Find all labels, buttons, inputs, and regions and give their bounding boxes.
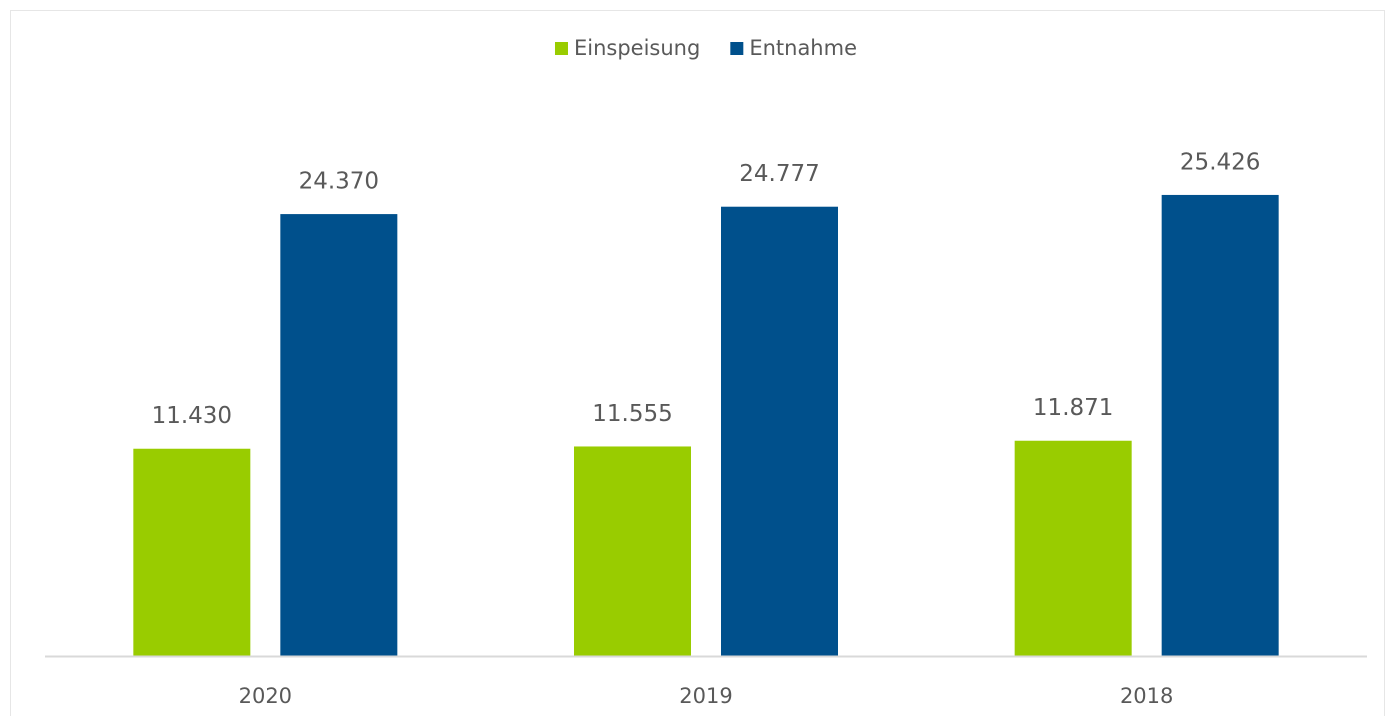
legend-label: Einspeisung xyxy=(574,36,700,60)
chart-frame xyxy=(10,10,1385,716)
bar xyxy=(1014,440,1132,656)
data-label: 24.370 xyxy=(299,169,379,195)
legend-swatch xyxy=(730,42,744,55)
legend-swatch xyxy=(554,42,568,55)
legend-label: Entnahme xyxy=(749,36,857,60)
legend: Einspeisung Entnahme xyxy=(554,36,857,60)
data-label: 11.871 xyxy=(1033,395,1113,421)
bar xyxy=(721,206,838,657)
bar xyxy=(133,448,251,656)
data-label: 25.426 xyxy=(1180,149,1260,175)
bar xyxy=(280,214,398,656)
x-tick-label: 2019 xyxy=(679,684,732,708)
x-tick-label: 2020 xyxy=(239,684,292,708)
data-label: 11.555 xyxy=(592,401,672,427)
bar xyxy=(574,446,691,656)
bar xyxy=(1161,194,1279,656)
x-tick-label: 2018 xyxy=(1120,684,1173,708)
data-label: 24.777 xyxy=(739,161,819,187)
data-label: 11.430 xyxy=(152,403,232,429)
